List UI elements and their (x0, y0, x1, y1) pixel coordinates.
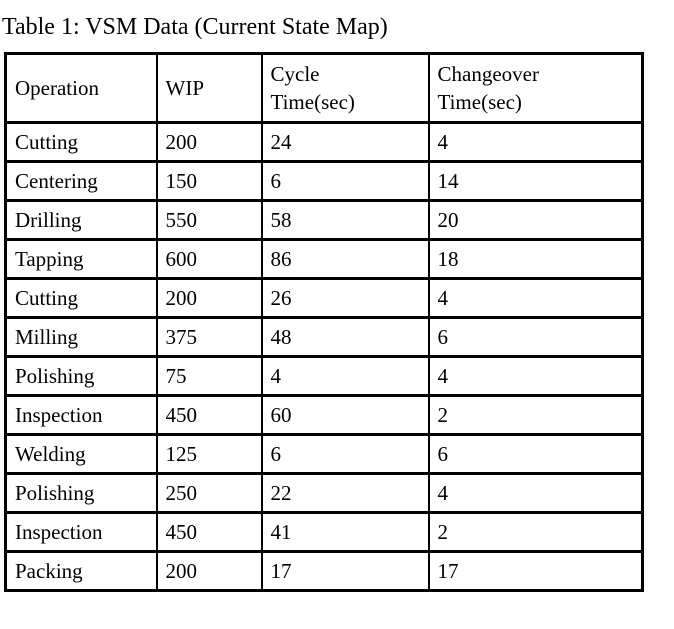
table-row: Drilling 550 58 20 (4, 199, 644, 241)
header-operation: Operation (4, 52, 158, 124)
changeover-time-cell: 17 (427, 550, 644, 592)
wip-cell: 600 (155, 238, 263, 280)
header-wip: WIP (155, 52, 263, 124)
operation-cell: Milling (4, 316, 158, 358)
cycle-time-cell: 86 (260, 238, 430, 280)
table-caption: Table 1: VSM Data (Current State Map) (2, 14, 388, 40)
operation-cell: Inspection (4, 394, 158, 436)
cycle-time-cell: 58 (260, 199, 430, 241)
table-row: Milling 375 48 6 (4, 316, 644, 358)
wip-cell: 200 (155, 550, 263, 592)
cycle-time-cell: 48 (260, 316, 430, 358)
operation-cell: Cutting (4, 121, 158, 163)
table-row: Welding 125 6 6 (4, 433, 644, 475)
header-changeover-time: Changeover Time(sec) (427, 52, 644, 124)
cycle-time-cell: 6 (260, 160, 430, 202)
wip-cell: 450 (155, 394, 263, 436)
cycle-time-cell: 4 (260, 355, 430, 397)
wip-cell: 450 (155, 511, 263, 553)
changeover-time-cell: 4 (427, 472, 644, 514)
table-body: Cutting 200 24 4 Centering 150 6 14 Drilling 550 5… (4, 121, 644, 592)
operation-cell: Polishing (4, 355, 158, 397)
vsm-data-table: Operation WIP Cycle Time(sec) Changeover… (4, 52, 644, 592)
cycle-time-cell: 6 (260, 433, 430, 475)
cycle-time-cell: 41 (260, 511, 430, 553)
changeover-time-cell: 6 (427, 316, 644, 358)
wip-cell: 75 (155, 355, 263, 397)
document-page: Table 1: VSM Data (Current State Map) Op… (0, 11, 674, 629)
operation-cell: Packing (4, 550, 158, 592)
operation-cell: Cutting (4, 277, 158, 319)
cycle-time-cell: 26 (260, 277, 430, 319)
table-row: Tapping 600 86 18 (4, 238, 644, 280)
cycle-time-cell: 24 (260, 121, 430, 163)
wip-cell: 250 (155, 472, 263, 514)
table-row: Centering 150 6 14 (4, 160, 644, 202)
cycle-time-cell: 22 (260, 472, 430, 514)
table-row: Cutting 200 26 4 (4, 277, 644, 319)
operation-cell: Welding (4, 433, 158, 475)
changeover-time-cell: 20 (427, 199, 644, 241)
changeover-time-cell: 4 (427, 277, 644, 319)
operation-cell: Centering (4, 160, 158, 202)
table-row: Polishing 75 4 4 (4, 355, 644, 397)
changeover-time-cell: 6 (427, 433, 644, 475)
wip-cell: 200 (155, 277, 263, 319)
wip-cell: 150 (155, 160, 263, 202)
header-cycle-time: Cycle Time(sec) (260, 52, 430, 124)
wip-cell: 550 (155, 199, 263, 241)
table-header: Operation WIP Cycle Time(sec) Changeover… (4, 52, 644, 124)
changeover-time-cell: 2 (427, 394, 644, 436)
header-row: Operation WIP Cycle Time(sec) Changeover… (4, 52, 644, 124)
operation-cell: Polishing (4, 472, 158, 514)
operation-cell: Drilling (4, 199, 158, 241)
cycle-time-cell: 17 (260, 550, 430, 592)
table-row: Packing 200 17 17 (4, 550, 644, 592)
wip-cell: 125 (155, 433, 263, 475)
changeover-time-cell: 18 (427, 238, 644, 280)
operation-cell: Tapping (4, 238, 158, 280)
changeover-time-cell: 2 (427, 511, 644, 553)
table-row: Cutting 200 24 4 (4, 121, 644, 163)
table-row: Inspection 450 41 2 (4, 511, 644, 553)
changeover-time-cell: 14 (427, 160, 644, 202)
operation-cell: Inspection (4, 511, 158, 553)
table-row: Polishing 250 22 4 (4, 472, 644, 514)
wip-cell: 200 (155, 121, 263, 163)
table-row: Inspection 450 60 2 (4, 394, 644, 436)
cycle-time-cell: 60 (260, 394, 430, 436)
changeover-time-cell: 4 (427, 121, 644, 163)
wip-cell: 375 (155, 316, 263, 358)
changeover-time-cell: 4 (427, 355, 644, 397)
